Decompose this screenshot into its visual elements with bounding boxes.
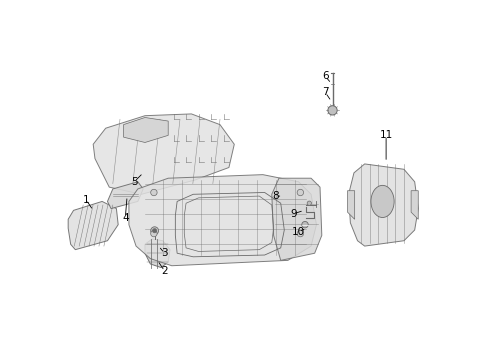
Text: 6: 6 xyxy=(322,71,329,81)
Polygon shape xyxy=(123,117,168,143)
Polygon shape xyxy=(93,114,234,194)
Polygon shape xyxy=(107,182,143,208)
Circle shape xyxy=(151,227,159,235)
Text: 3: 3 xyxy=(161,248,168,258)
Polygon shape xyxy=(347,191,355,219)
Circle shape xyxy=(151,189,157,196)
Circle shape xyxy=(302,221,308,228)
Polygon shape xyxy=(348,164,418,246)
Polygon shape xyxy=(68,202,118,249)
Polygon shape xyxy=(272,178,322,260)
Polygon shape xyxy=(129,175,317,266)
Text: 4: 4 xyxy=(122,212,129,222)
Text: 2: 2 xyxy=(161,266,168,276)
Polygon shape xyxy=(411,191,418,219)
Circle shape xyxy=(297,189,304,196)
Text: 1: 1 xyxy=(83,195,89,204)
Text: 9: 9 xyxy=(290,209,296,219)
Text: 10: 10 xyxy=(292,227,305,237)
Text: 8: 8 xyxy=(272,191,279,201)
Circle shape xyxy=(328,106,337,115)
Circle shape xyxy=(297,230,304,237)
Circle shape xyxy=(151,230,157,237)
Text: 7: 7 xyxy=(322,87,329,98)
Circle shape xyxy=(152,229,157,233)
Text: 11: 11 xyxy=(379,130,392,140)
Text: 5: 5 xyxy=(131,177,138,187)
Circle shape xyxy=(307,201,312,205)
Polygon shape xyxy=(145,239,170,267)
Ellipse shape xyxy=(371,185,394,217)
